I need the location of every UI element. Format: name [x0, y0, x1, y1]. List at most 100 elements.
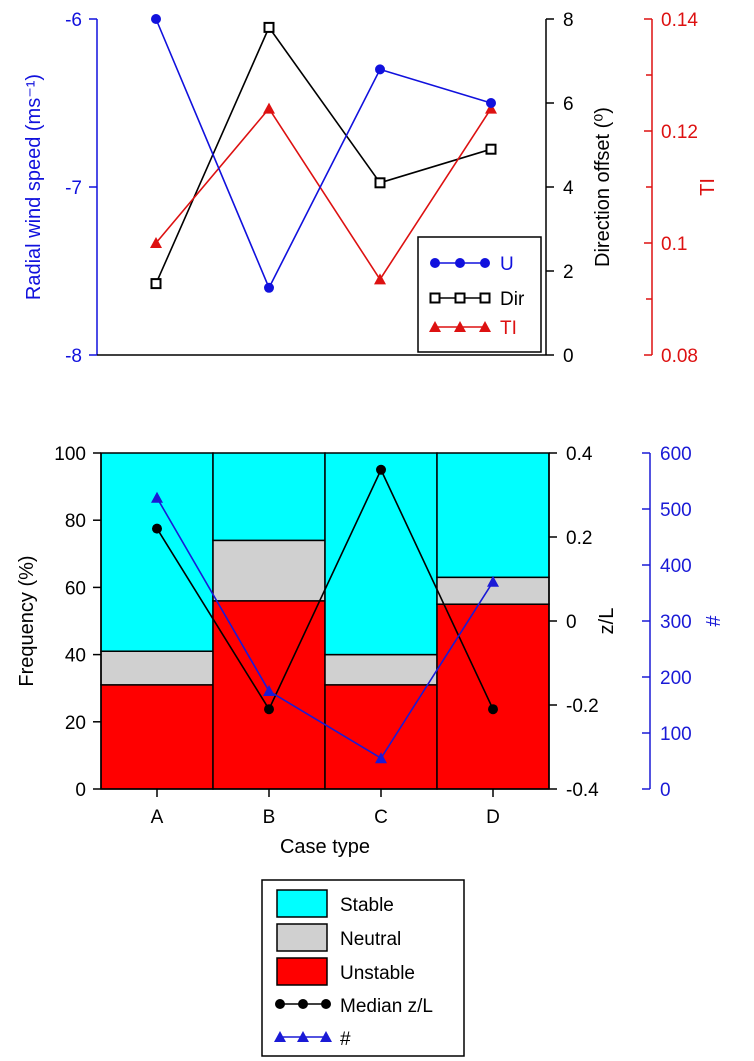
- legend-marker-ti: [479, 321, 491, 332]
- bottom-right1-ticks: -0.4 -0.2 0 0.2 0.4: [549, 444, 599, 801]
- series-point-ti: [485, 102, 497, 114]
- bottom-right1-tick-label: -0.4: [566, 780, 599, 801]
- x-tick-label: D: [486, 807, 500, 828]
- legend-marker-count: [274, 1031, 286, 1042]
- top-legend: U Dir TI: [417, 236, 542, 353]
- bottom-x-ticks: A B C D: [151, 789, 500, 828]
- legend-label-count: #: [340, 1029, 351, 1050]
- bar-stable-a: [100, 452, 214, 652]
- legend-label-unstable: Unstable: [340, 963, 415, 984]
- top-right2-axis-label: TI: [697, 178, 719, 196]
- bottom-left-tick-label: 40: [65, 646, 86, 667]
- bottom-legend: Stable Neutral Unstable Median z/L #: [261, 879, 465, 1057]
- bar-neutral-c: [324, 653, 438, 686]
- top-right2-tick-label: 0.12: [661, 122, 698, 143]
- series-point-median-zl: [488, 704, 498, 715]
- stacked-bars: [100, 452, 550, 790]
- bottom-left-tick-label: 20: [65, 713, 86, 734]
- bottom-right2-ticks: 0 100 200 300 400 500 600: [642, 444, 692, 801]
- series-point-ti: [150, 237, 162, 248]
- bottom-left-tick-label: 80: [65, 511, 86, 532]
- legend-marker-median-zl: [298, 999, 308, 1009]
- bottom-left-tick-label: 0: [75, 780, 86, 801]
- series-point-dir: [150, 278, 162, 290]
- bottom-right1-tick-label: -0.2: [566, 696, 599, 717]
- series-point-median-zl: [376, 464, 386, 475]
- bottom-right1-axis-label: z/L: [596, 608, 618, 635]
- bottom-right1-tick-label: 0.4: [566, 444, 593, 465]
- top-right2-ticks: 0.08 0.1 0.12 0.14: [644, 10, 698, 367]
- top-right2-tick-label: 0.1: [661, 234, 687, 255]
- legend-marker-dir: [429, 292, 441, 304]
- bottom-legend-symbols: [274, 889, 332, 1042]
- bar-stable-d: [436, 452, 550, 579]
- legend-marker-count: [320, 1031, 332, 1042]
- legend-label-stable: Stable: [340, 895, 394, 916]
- bar-stable-c: [324, 452, 438, 656]
- bar-neutral-a: [100, 650, 214, 686]
- top-left-tick-label: -7: [65, 178, 82, 199]
- bottom-right2-tick-label: 0: [660, 780, 671, 801]
- legend-marker-count: [297, 1031, 309, 1042]
- legend-marker-ti: [429, 321, 441, 332]
- top-panel: -8 -7 -6 0 2 4 6 8 0.08 0.1 0.12 0.14 Radial wind…: [23, 10, 719, 367]
- bottom-right1-tick-label: 0.2: [566, 528, 592, 549]
- series-point-dir: [263, 21, 275, 33]
- top-right1-tick-label: 2: [563, 262, 574, 283]
- series-point-u: [486, 98, 496, 108]
- legend-label-median-zl: Median z/L: [340, 996, 433, 1017]
- series-line-count: [156, 497, 494, 760]
- series-line-median-zl: [156, 467, 494, 711]
- series-point-count: [375, 752, 387, 764]
- series-point-u: [375, 64, 385, 75]
- bottom-panel: 0 20 40 60 80 100 -0.4 -0.2 0 0.2 0.4 0 100 200 300 4…: [16, 444, 725, 1057]
- top-series: [150, 14, 497, 293]
- bottom-right2-tick-label: 200: [660, 668, 692, 689]
- top-right1-tick-label: 6: [563, 94, 574, 115]
- series-line-u: [155, 18, 492, 290]
- legend-label-dir: Dir: [500, 289, 525, 310]
- bar-neutral-b: [212, 539, 326, 602]
- top-left-tick-label: -8: [65, 346, 82, 367]
- series-point-dir: [485, 143, 497, 155]
- legend-marker-u: [430, 258, 440, 268]
- bottom-right2-tick-label: 400: [660, 556, 692, 577]
- top-left-tick-label: -6: [65, 10, 82, 31]
- top-left-axis-label: Radial wind speed (ms⁻¹): [23, 74, 45, 300]
- series-point-ti: [263, 102, 275, 114]
- series-line-dir: [155, 25, 492, 284]
- legend-label-neutral: Neutral: [340, 929, 401, 950]
- legend-marker-u: [455, 258, 465, 268]
- series-point-ti: [374, 273, 386, 285]
- legend-patch-neutral: [276, 923, 328, 952]
- top-right1-tick-label: 8: [563, 10, 574, 31]
- bottom-right2-tick-label: 100: [660, 724, 692, 745]
- bar-unstable-d: [436, 603, 550, 790]
- legend-marker-median-zl: [321, 999, 331, 1009]
- bottom-left-tick-label: 60: [65, 578, 86, 599]
- top-right1-tick-label: 4: [563, 178, 574, 199]
- series-point-count: [151, 491, 163, 503]
- legend-marker-u: [480, 258, 490, 268]
- bottom-right2-tick-label: 500: [660, 500, 692, 521]
- series-line-ti: [155, 107, 492, 281]
- bottom-right2-tick-label: 600: [660, 444, 692, 465]
- series-point-count: [487, 575, 499, 587]
- bottom-right1-tick-label: 0: [566, 612, 577, 633]
- top-left-ticks: -8 -7 -6: [65, 10, 97, 367]
- bottom-x-axis-label: Case type: [280, 836, 370, 858]
- legend-patch-stable: [276, 889, 328, 918]
- bottom-left-axis-label: Frequency (%): [16, 555, 38, 686]
- bottom-lines: [151, 464, 499, 764]
- series-point-u: [151, 14, 161, 24]
- bottom-right2-tick-label: 300: [660, 612, 692, 633]
- bottom-left-ticks: 0 20 40 60 80 100: [54, 444, 101, 801]
- bar-unstable-c: [324, 684, 438, 790]
- x-tick-label: B: [263, 807, 276, 828]
- legend-patch-unstable: [276, 957, 328, 986]
- top-right2-tick-label: 0.14: [661, 10, 698, 31]
- top-legend-symbols: [429, 258, 491, 332]
- series-point-median-zl: [152, 523, 162, 534]
- top-right1-axis-label: Direction offset (⁰): [592, 107, 614, 267]
